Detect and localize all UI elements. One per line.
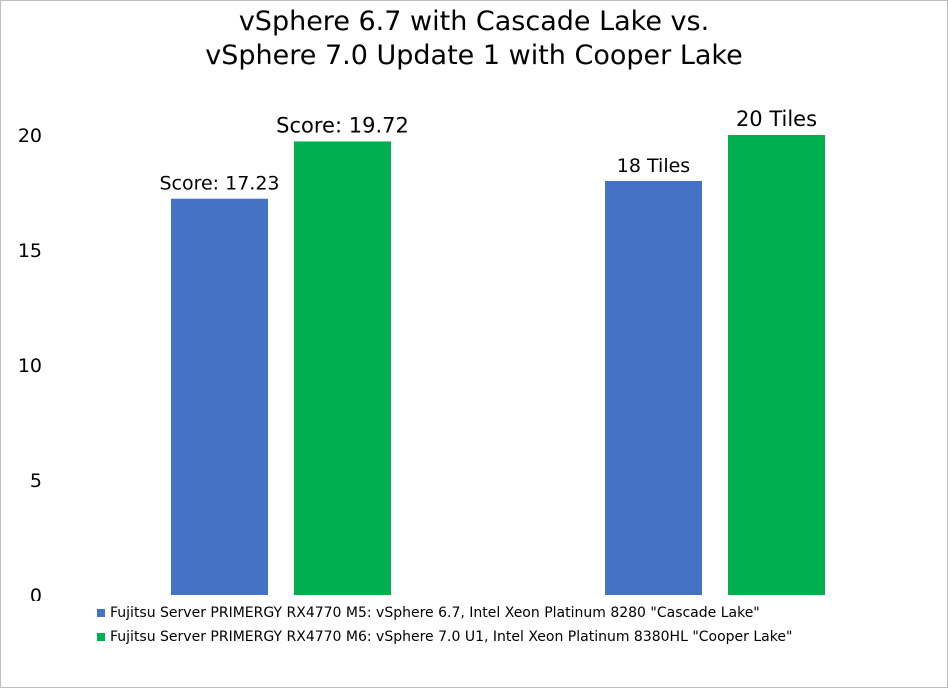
y-tick-label-20: 20: [18, 125, 42, 147]
bar-series-1-group-0: [294, 141, 391, 595]
legend-item-cooper-lake: Fujitsu Server PRIMERGY RX4770 M6: vSphe…: [97, 625, 792, 649]
legend-label-cascade-lake: Fujitsu Server PRIMERGY RX4770 M5: vSphe…: [110, 601, 760, 625]
bar-data-label-0-1: 18 Tiles: [617, 155, 690, 177]
legend-item-cascade-lake: Fujitsu Server PRIMERGY RX4770 M5: vSphe…: [97, 601, 792, 625]
legend-label-cooper-lake: Fujitsu Server PRIMERGY RX4770 M6: vSphe…: [110, 625, 792, 649]
y-tick-label-10: 10: [18, 355, 42, 377]
bar-chart-plot: 0 5 10 15 20 Score: 17.23 18 Tiles Score: 19.72…: [1, 1, 947, 601]
bar-series-0-group-0: [171, 199, 268, 595]
bar-series-1-group-1: [728, 135, 825, 595]
bar-data-label-1-0: Score: 19.72: [276, 113, 409, 137]
chart-legend: Fujitsu Server PRIMERGY RX4770 M5: vSphe…: [97, 601, 792, 649]
legend-swatch-green: [97, 633, 105, 641]
bar-data-label-0-0: Score: 17.23: [159, 173, 279, 195]
bar-data-label-1-1: 20 Tiles: [736, 107, 817, 131]
y-tick-label-15: 15: [18, 240, 42, 262]
bar-series-0-group-1: [605, 181, 702, 595]
y-tick-label-0: 0: [30, 585, 42, 601]
legend-swatch-blue: [97, 609, 105, 617]
y-tick-label-5: 5: [30, 470, 42, 492]
